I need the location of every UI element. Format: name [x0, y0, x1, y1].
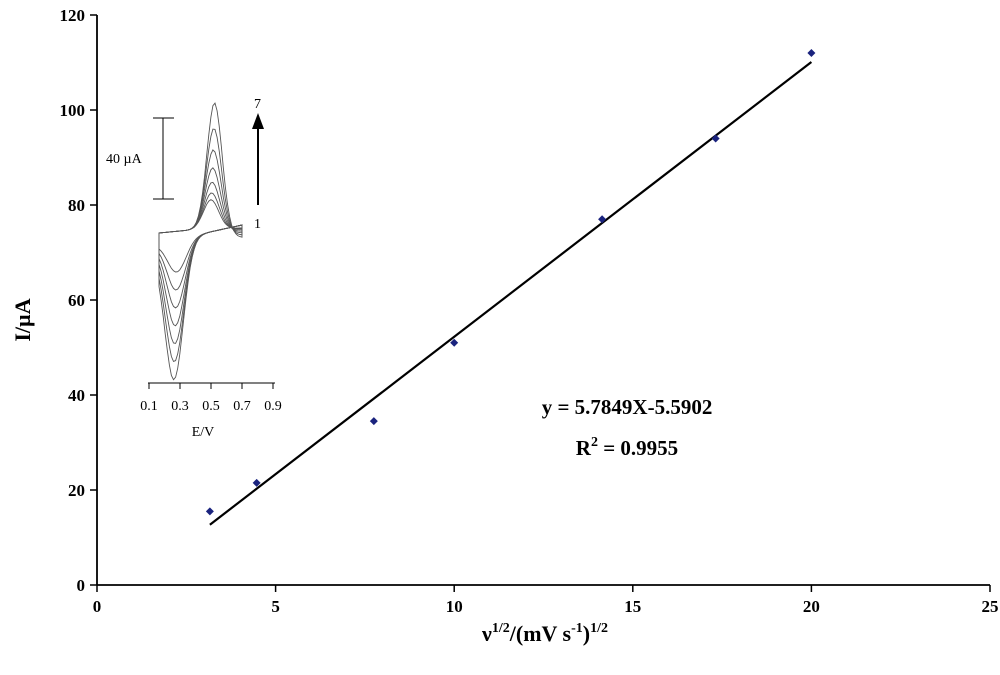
scan-arrow-head — [252, 113, 264, 129]
cv-curve-3 — [158, 181, 243, 309]
inset-ticks: 0.1 0.3 0.5 0.7 0.9 — [140, 383, 282, 414]
arrow-bottom-label: 1 — [254, 217, 261, 232]
x-ticks: 0 5 10 15 20 25 — [93, 585, 999, 616]
x-title-nu: ν — [481, 621, 492, 646]
inset-tick-label-1: 0.3 — [171, 399, 189, 414]
inset-tick-label-3: 0.7 — [233, 399, 251, 414]
main-axes — [96, 15, 990, 586]
inset-tick-label-2: 0.5 — [202, 399, 220, 414]
r2-value: = 0.9955 — [598, 436, 678, 460]
x-title-sup3: 1/2 — [590, 621, 608, 636]
x-title-sup2: -1 — [571, 621, 583, 636]
x-tick-label-5: 25 — [982, 597, 999, 616]
x-tick-label-3: 15 — [624, 597, 641, 616]
x-tick-label-1: 5 — [271, 597, 280, 616]
cv-curve-7 — [158, 102, 243, 381]
data-point-3 — [450, 338, 459, 347]
y-tick-label-0: 0 — [77, 576, 86, 595]
scale-bar-label: 40 µA — [106, 152, 143, 167]
data-point-5 — [711, 134, 720, 143]
x-tick-label-2: 10 — [446, 597, 463, 616]
y-tick-label-3: 60 — [68, 291, 85, 310]
inset-plot: 0.1 0.3 0.5 0.7 0.9 E/V 40 µA 7 1 — [106, 97, 282, 440]
y-tick-label-1: 20 — [68, 481, 85, 500]
y-tick-label-5: 100 — [60, 101, 86, 120]
data-point-0 — [205, 507, 214, 516]
r2-label: R — [576, 436, 592, 460]
inset-x-title: E/V — [192, 425, 215, 440]
x-tick-label-4: 20 — [803, 597, 820, 616]
y-tick-label-2: 40 — [68, 386, 85, 405]
cv-curve-5 — [158, 149, 243, 344]
y-axis-title: I/µA — [10, 298, 35, 341]
data-point-2 — [369, 417, 378, 426]
cv-curve-6 — [158, 128, 243, 362]
data-point-6 — [807, 49, 816, 57]
x-axis-title: ν1/2/(mV s-1)1/2 — [481, 621, 608, 646]
data-point-1 — [252, 478, 261, 487]
inset-curves — [158, 102, 243, 381]
r-squared: R2 = 0.9955 — [576, 435, 678, 460]
x-title-sup1: 1/2 — [492, 621, 510, 636]
fit-line — [209, 61, 813, 526]
x-title-end: ) — [583, 621, 590, 646]
data-point-4 — [598, 215, 607, 224]
arrow-top-label: 7 — [254, 97, 261, 112]
y-tick-label-6: 120 — [60, 6, 86, 25]
fit-equation: y = 5.7849X-5.5902 — [542, 395, 713, 419]
y-ticks: 0 20 40 60 80 100 120 — [60, 6, 97, 595]
x-tick-label-0: 0 — [93, 597, 102, 616]
r2-sup: 2 — [591, 435, 598, 450]
x-title-mid: /(mV s — [509, 621, 572, 646]
inset-tick-label-4: 0.9 — [264, 399, 282, 414]
y-tick-label-4: 80 — [68, 196, 85, 215]
data-points — [205, 49, 816, 516]
inset-tick-label-0: 0.1 — [140, 399, 158, 414]
